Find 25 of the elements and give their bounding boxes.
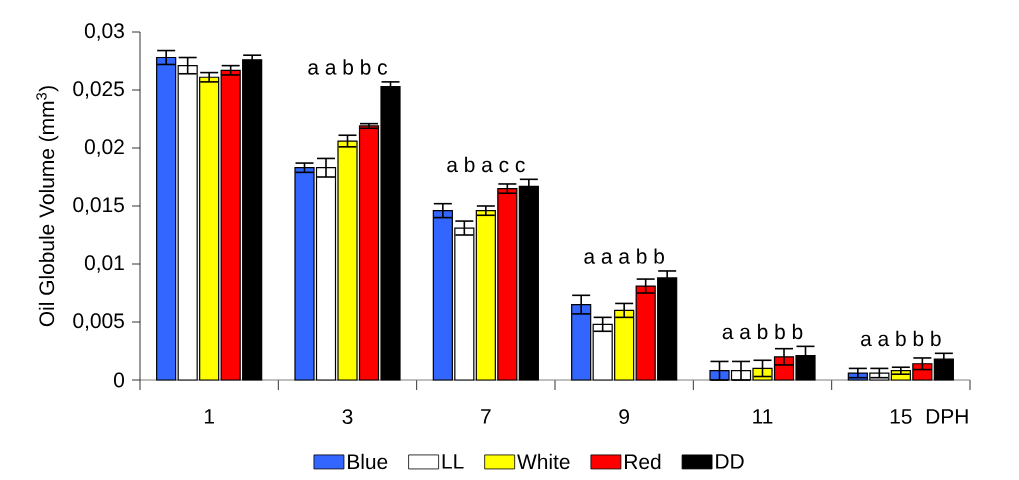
y-tick-label: 0,03 <box>84 23 124 41</box>
x-tick-label: 11 <box>753 409 773 424</box>
annotation: a a b b b <box>722 323 803 340</box>
x-tick-label: 1 <box>204 409 214 424</box>
annotation: a a a b b <box>584 248 664 264</box>
y-tick-label: 0,015 <box>73 197 124 215</box>
x-tick-label: 7 <box>481 409 491 424</box>
legend-label: Blue <box>348 453 388 470</box>
x-axis-title: DPH <box>926 409 968 424</box>
y-axis-title: Oil Globule Volume (mm$^{3}$) <box>36 86 59 327</box>
legend-label: DD <box>716 454 744 469</box>
y-tick-label: 0,025 <box>73 81 124 99</box>
annotation: a a b b c <box>308 59 388 75</box>
legend-label: Red <box>625 453 661 470</box>
annotation: a b a c c <box>447 156 525 173</box>
legend-label: White <box>517 453 570 470</box>
annotation: a a b b b <box>861 330 941 347</box>
y-tick-label: 0,005 <box>73 313 124 331</box>
y-tick-label: 0,02 <box>84 139 124 157</box>
legend-label: LL <box>442 454 464 469</box>
y-tick-label: 0 <box>114 372 124 388</box>
x-tick-label: 9 <box>619 409 629 424</box>
y-tick-label: 0,01 <box>84 255 124 273</box>
x-tick-label: 3 <box>342 409 353 424</box>
x-tick-label: 15 <box>890 409 912 424</box>
